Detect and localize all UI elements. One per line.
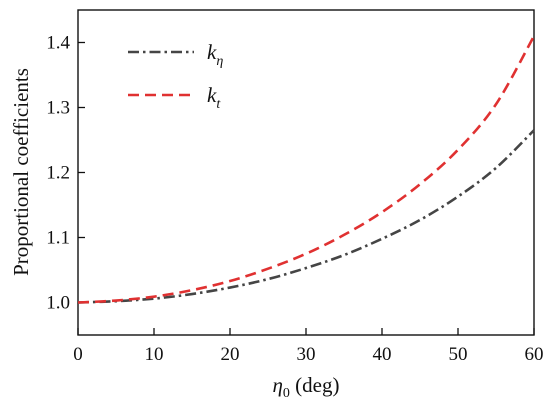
x-tick-label: 10 [145, 344, 164, 365]
y-tick-label: 1.4 [46, 33, 70, 54]
y-tick-label: 1.1 [46, 228, 70, 249]
legend-label-k-eta: kη [207, 40, 223, 69]
y-axis-label: Proportional coefficients [9, 68, 33, 276]
series-layer [77, 35, 536, 304]
plot-frame [77, 9, 535, 336]
y-axis-ticks: 1.0 1.1 1.2 1.3 1.4 [46, 33, 85, 314]
x-axis-ticks: 0 10 20 30 40 50 60 [73, 328, 544, 365]
legend-label-k-t: kt [207, 83, 221, 112]
y-tick-label: 1.2 [46, 163, 70, 184]
series-line-k-eta [77, 129, 535, 304]
x-tick-label: 40 [373, 344, 392, 365]
x-tick-label: 0 [73, 344, 83, 365]
x-tick-label: 60 [525, 344, 544, 365]
x-tick-label: 20 [221, 344, 240, 365]
x-tick-label: 30 [297, 344, 316, 365]
legend: kη kt [128, 40, 223, 112]
x-tick-label: 50 [449, 344, 468, 365]
x-axis-label: η0 (deg) [273, 373, 340, 401]
y-tick-label: 1.0 [46, 293, 70, 314]
y-tick-label: 1.3 [46, 98, 70, 119]
series-line-k-t [77, 35, 536, 304]
